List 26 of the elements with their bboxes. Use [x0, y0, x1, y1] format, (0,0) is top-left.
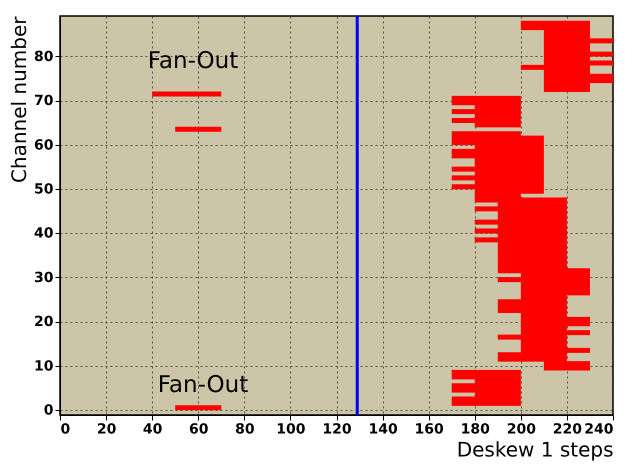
y-tick-label: 10 [34, 358, 54, 374]
x-tick-label: 40 [142, 422, 163, 438]
annotation: Fan-Out [158, 372, 248, 398]
y-tick-label: 50 [34, 181, 54, 198]
y-tick-label: 0 [44, 402, 54, 418]
x-tick-label: 20 [96, 422, 117, 438]
y-tick-label: 30 [34, 270, 54, 286]
y-tick-label: 20 [34, 314, 54, 330]
annotation: Fan-Out [148, 48, 238, 74]
x-tick-label: 200 [506, 422, 536, 438]
x-tick-label: 100 [276, 422, 306, 438]
x-axis-title: Deskew 1 steps [456, 438, 614, 462]
x-tick-label: 60 [189, 422, 209, 438]
x-tick-label: 0 [60, 422, 70, 438]
x-tick-label: 80 [235, 422, 255, 438]
y-tick-label: 70 [34, 93, 54, 110]
y-axis-title: Channel number [7, 16, 32, 184]
x-tick-label: 180 [460, 422, 490, 438]
x-tick-label: 160 [414, 422, 444, 438]
y-tick-label: 60 [34, 137, 54, 154]
x-tick-label: 220 [552, 422, 582, 438]
x-tick-label: 140 [368, 422, 398, 438]
x-tick-label: 120 [322, 422, 352, 438]
y-tick-label: 80 [34, 48, 54, 65]
y-tick-label: 40 [34, 226, 54, 242]
x-tick-label: 240 [584, 422, 614, 438]
